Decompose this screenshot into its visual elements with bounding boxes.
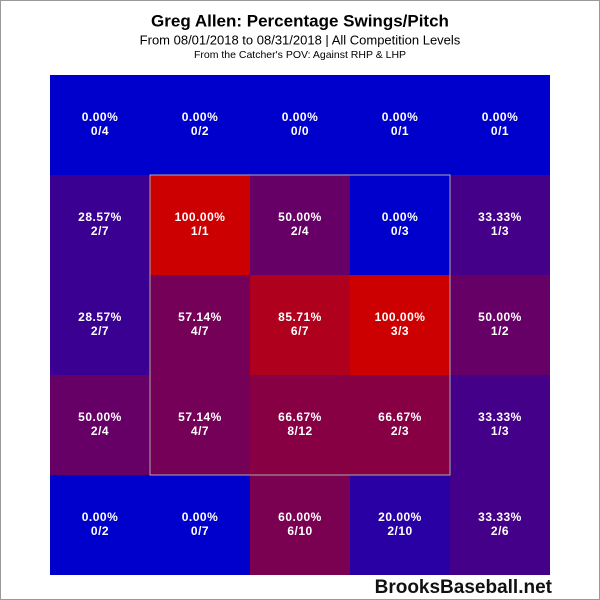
heat-cell	[250, 375, 350, 475]
cell-count-label: 0/1	[391, 124, 409, 138]
cell-count-label: 2/3	[391, 424, 409, 438]
chart-subtitle: From 08/01/2018 to 08/31/2018 | All Comp…	[140, 32, 461, 47]
cell-value-label: 50.00%	[478, 310, 522, 324]
cell-count-label: 2/7	[91, 224, 109, 238]
cell-value-label: 20.00%	[378, 510, 422, 524]
cell-count-label: 0/3	[391, 224, 409, 238]
heat-cell	[350, 475, 450, 575]
cell-value-label: 0.00%	[182, 510, 219, 524]
cell-value-label: 33.33%	[478, 210, 522, 224]
heat-cell	[150, 175, 250, 275]
cell-value-label: 0.00%	[282, 110, 319, 124]
cell-value-label: 50.00%	[278, 210, 322, 224]
heat-cell	[150, 275, 250, 375]
cell-value-label: 28.57%	[78, 210, 122, 224]
heat-cell	[150, 475, 250, 575]
cell-count-label: 0/7	[191, 524, 209, 538]
heat-cell	[50, 275, 150, 375]
heat-cell	[250, 175, 350, 275]
cell-count-label: 0/1	[491, 124, 509, 138]
cell-value-label: 57.14%	[178, 410, 222, 424]
cell-count-label: 1/3	[491, 424, 509, 438]
heat-cell	[150, 75, 250, 175]
heat-cell	[350, 375, 450, 475]
cell-count-label: 1/1	[191, 224, 209, 238]
cell-count-label: 2/10	[387, 524, 412, 538]
cell-count-label: 0/0	[291, 124, 309, 138]
cell-count-label: 2/7	[91, 324, 109, 338]
heat-cell	[450, 275, 550, 375]
heat-cell	[350, 275, 450, 375]
cell-count-label: 6/7	[291, 324, 309, 338]
cell-count-label: 2/4	[91, 424, 109, 438]
cell-value-label: 66.67%	[278, 410, 322, 424]
cell-value-label: 100.00%	[175, 210, 226, 224]
cell-value-label: 0.00%	[382, 210, 419, 224]
cell-value-label: 0.00%	[482, 110, 519, 124]
cell-count-label: 1/3	[491, 224, 509, 238]
heat-cell	[450, 175, 550, 275]
cell-value-label: 33.33%	[478, 510, 522, 524]
cell-count-label: 4/7	[191, 424, 209, 438]
cell-value-label: 85.71%	[278, 310, 322, 324]
cell-labels: 0.00%0/40.00%0/20.00%0/00.00%0/10.00%0/1…	[78, 110, 522, 538]
cell-count-label: 8/12	[287, 424, 312, 438]
heat-cell	[450, 75, 550, 175]
cell-value-label: 33.33%	[478, 410, 522, 424]
heatmap-grid	[50, 75, 550, 575]
chart-subtitle: From the Catcher's POV: Against RHP & LH…	[194, 49, 406, 61]
heat-cell	[250, 475, 350, 575]
heat-cell	[350, 175, 450, 275]
cell-count-label: 3/3	[391, 324, 409, 338]
heat-cell	[50, 475, 150, 575]
cell-value-label: 57.14%	[178, 310, 222, 324]
heat-cell	[350, 75, 450, 175]
cell-value-label: 60.00%	[278, 510, 322, 524]
heat-cell	[450, 475, 550, 575]
cell-count-label: 0/4	[91, 124, 109, 138]
cell-value-label: 0.00%	[82, 510, 119, 524]
cell-value-label: 0.00%	[382, 110, 419, 124]
footer: BrooksBaseball.net	[375, 577, 553, 598]
cell-value-label: 0.00%	[82, 110, 119, 124]
heat-cell	[450, 375, 550, 475]
cell-value-label: 100.00%	[375, 310, 426, 324]
heat-cell	[50, 75, 150, 175]
cell-count-label: 6/10	[287, 524, 312, 538]
cell-count-label: 0/2	[91, 524, 109, 538]
heat-cell	[250, 75, 350, 175]
cell-value-label: 0.00%	[182, 110, 219, 124]
heat-cell	[50, 375, 150, 475]
heat-cell	[250, 275, 350, 375]
strike-zone	[149, 174, 451, 476]
heat-cell	[150, 375, 250, 475]
cell-count-label: 4/7	[191, 324, 209, 338]
cell-count-label: 2/6	[491, 524, 509, 538]
cell-value-label: 66.67%	[378, 410, 422, 424]
cell-value-label: 28.57%	[78, 310, 122, 324]
cell-count-label: 0/2	[191, 124, 209, 138]
cell-count-label: 2/4	[291, 224, 309, 238]
chart-title: Greg Allen: Percentage Swings/Pitch	[151, 11, 449, 30]
cell-count-label: 1/2	[491, 324, 509, 338]
heat-cell	[50, 175, 150, 275]
cell-value-label: 50.00%	[78, 410, 122, 424]
